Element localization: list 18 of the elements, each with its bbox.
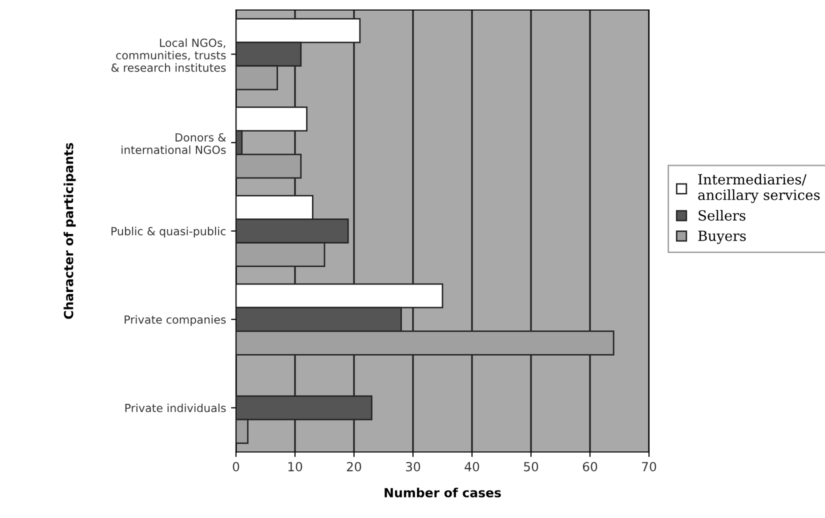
x-axis-title: Number of cases <box>384 488 501 498</box>
x-tick-label: 10 <box>288 462 302 472</box>
y-tick-label: Local NGOs, communities, trusts & research institutes <box>111 38 226 72</box>
legend-label: Intermediaries/ ancillary services <box>698 174 820 204</box>
x-tick-label: 20 <box>346 462 362 472</box>
y-tick-label: Private companies <box>124 315 226 326</box>
x-tick-label: 30 <box>406 462 420 472</box>
y-tick-label: Donors & international NGOs <box>122 133 226 154</box>
legend-label: Sellers <box>698 210 746 221</box>
x-tick-label: 60 <box>582 462 598 472</box>
y-axis-title: Character of participants <box>64 143 76 319</box>
x-tick-label: 0 <box>232 462 240 472</box>
x-tick-label: 40 <box>464 462 480 472</box>
x-tick-label: 70 <box>642 462 656 472</box>
y-tick-label: Private individuals <box>125 404 226 412</box>
x-tick-label: 50 <box>524 462 538 472</box>
legend-label: Buyers <box>698 230 746 244</box>
y-tick-label: Public & quasi-public <box>112 226 226 238</box>
